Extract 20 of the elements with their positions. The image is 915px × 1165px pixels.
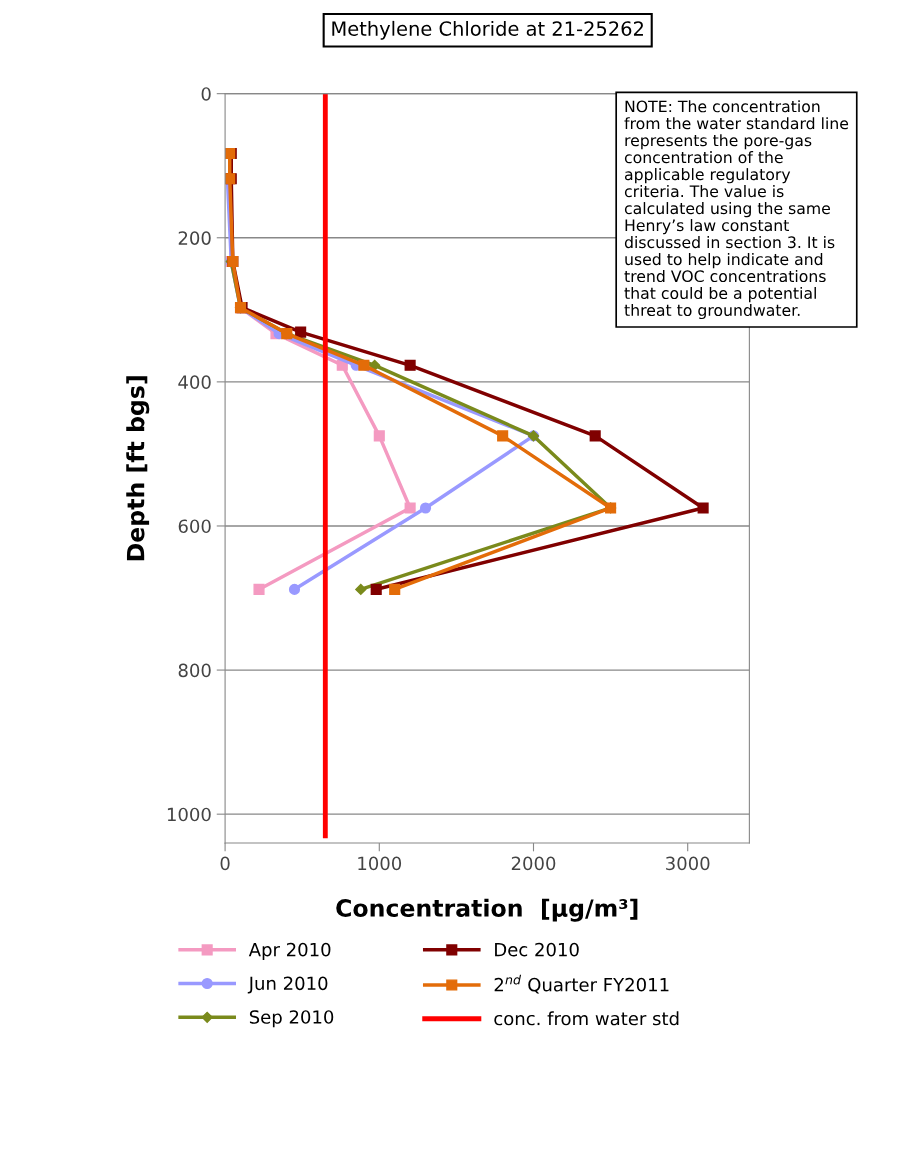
x-tick-label: 2000 [511,856,556,871]
y-tick-label: 200 [178,231,211,245]
text: NOTE: The concentration from the water standard line represents the pore-gas concentration of the applicable regulatory criteria. The value is calculated using the same Henry’s law constant discussed in section 3. It is used to help indicate and trend VOC concentrations that could be a potential threat to groundwater. [624,100,849,320]
y-tick-label: 800 [178,663,211,678]
x-tick-label: 0 [220,856,230,871]
chart-title: Methylene Chloride at 21-25262 [332,20,643,40]
legend-label: Dec 2010 [495,942,579,957]
y-tick-label: 400 [178,375,211,389]
legend-label: 2$^{nd}$ Quarter FY2011 [494,974,669,994]
y-tick-label: 0 [201,87,211,101]
x-axis-title: Concentration [μg/m³] [336,898,638,922]
legend-label: Apr 2010 [248,942,331,960]
legend-label: conc. from water std [494,1011,679,1026]
legend-label: Jun 2010 [247,976,328,994]
x-tick-label: 1000 [358,856,402,871]
x-tick-label: 3000 [666,856,710,871]
y-tick-label: 1000 [167,807,211,822]
y-tick-label: 600 [178,519,211,534]
legend-label: Sep 2010 [249,1010,334,1028]
y-axis-title: Depth [ft bgs] [126,376,150,561]
